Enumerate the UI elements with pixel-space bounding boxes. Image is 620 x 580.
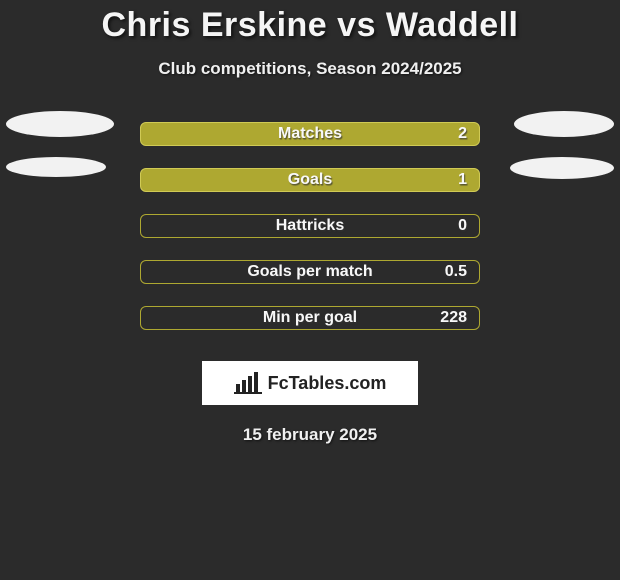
subtitle: Club competitions, Season 2024/2025 <box>0 59 620 79</box>
stat-value: 0 <box>458 217 467 235</box>
stats-container: Matches 2 Goals 1 Hattricks 0 Goals per … <box>0 111 620 341</box>
logo-text: FcTables.com <box>268 373 387 394</box>
stat-label: Goals <box>141 171 479 189</box>
date-label: 15 february 2025 <box>0 425 620 445</box>
stat-row-goals-per-match: Goals per match 0.5 <box>0 249 620 295</box>
stat-row-min-per-goal: Min per goal 228 <box>0 295 620 341</box>
fctables-logo: FcTables.com <box>202 361 418 405</box>
stat-bar: Hattricks 0 <box>140 214 480 238</box>
stat-value: 228 <box>440 309 467 327</box>
stat-label: Min per goal <box>141 309 479 327</box>
stat-bar: Matches 2 <box>140 122 480 146</box>
stat-value: 1 <box>458 171 467 189</box>
stat-row-matches: Matches 2 <box>0 111 620 157</box>
barchart-icon <box>234 372 262 394</box>
page-title: Chris Erskine vs Waddell <box>0 0 620 45</box>
stat-bar: Min per goal 228 <box>140 306 480 330</box>
stat-label: Goals per match <box>141 263 479 281</box>
stat-value: 2 <box>458 125 467 143</box>
stat-bar: Goals per match 0.5 <box>140 260 480 284</box>
stat-row-goals: Goals 1 <box>0 157 620 203</box>
stat-value: 0.5 <box>445 263 467 281</box>
stat-label: Hattricks <box>141 217 479 235</box>
stat-row-hattricks: Hattricks 0 <box>0 203 620 249</box>
stat-label: Matches <box>141 125 479 143</box>
stat-bar: Goals 1 <box>140 168 480 192</box>
